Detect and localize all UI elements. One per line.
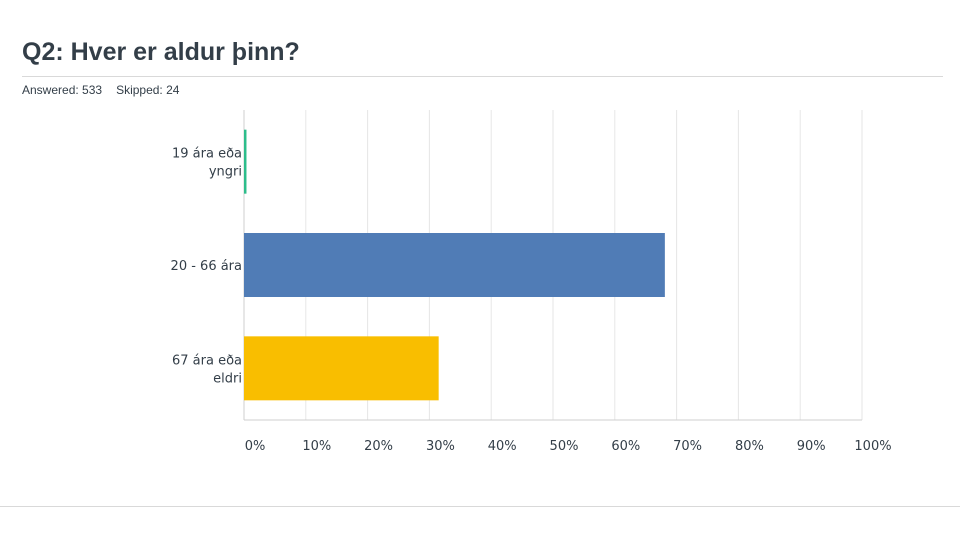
category-label: 19 ára eða xyxy=(172,147,242,162)
category-label: 67 ára eða xyxy=(172,353,242,368)
x-tick-label: 90% xyxy=(797,439,826,454)
x-tick-label: 40% xyxy=(488,439,517,454)
page-title: Q2: Hver er aldur þinn? xyxy=(22,38,300,66)
x-tick-label: 60% xyxy=(611,439,640,454)
category-label: 20 - 66 ára xyxy=(171,259,242,274)
x-tick-label: 0% xyxy=(245,439,266,454)
x-tick-label: 80% xyxy=(735,439,764,454)
bar xyxy=(244,129,247,194)
x-tick-label: 20% xyxy=(364,439,393,454)
x-tick-label: 10% xyxy=(302,439,331,454)
response-stats: Answered: 533 Skipped: 24 xyxy=(22,83,179,97)
category-label: yngri xyxy=(209,165,242,180)
x-tick-label: 100% xyxy=(854,439,891,454)
category-label: eldri xyxy=(213,371,242,386)
title-divider xyxy=(22,76,943,77)
footer-divider xyxy=(0,506,960,507)
x-tick-label: 30% xyxy=(426,439,455,454)
x-tick-label: 70% xyxy=(673,439,702,454)
bar xyxy=(244,336,439,401)
skipped-count: Skipped: 24 xyxy=(116,83,180,97)
x-tick-label: 50% xyxy=(550,439,579,454)
bar xyxy=(244,233,665,297)
answered-count: Answered: 533 xyxy=(22,83,103,97)
